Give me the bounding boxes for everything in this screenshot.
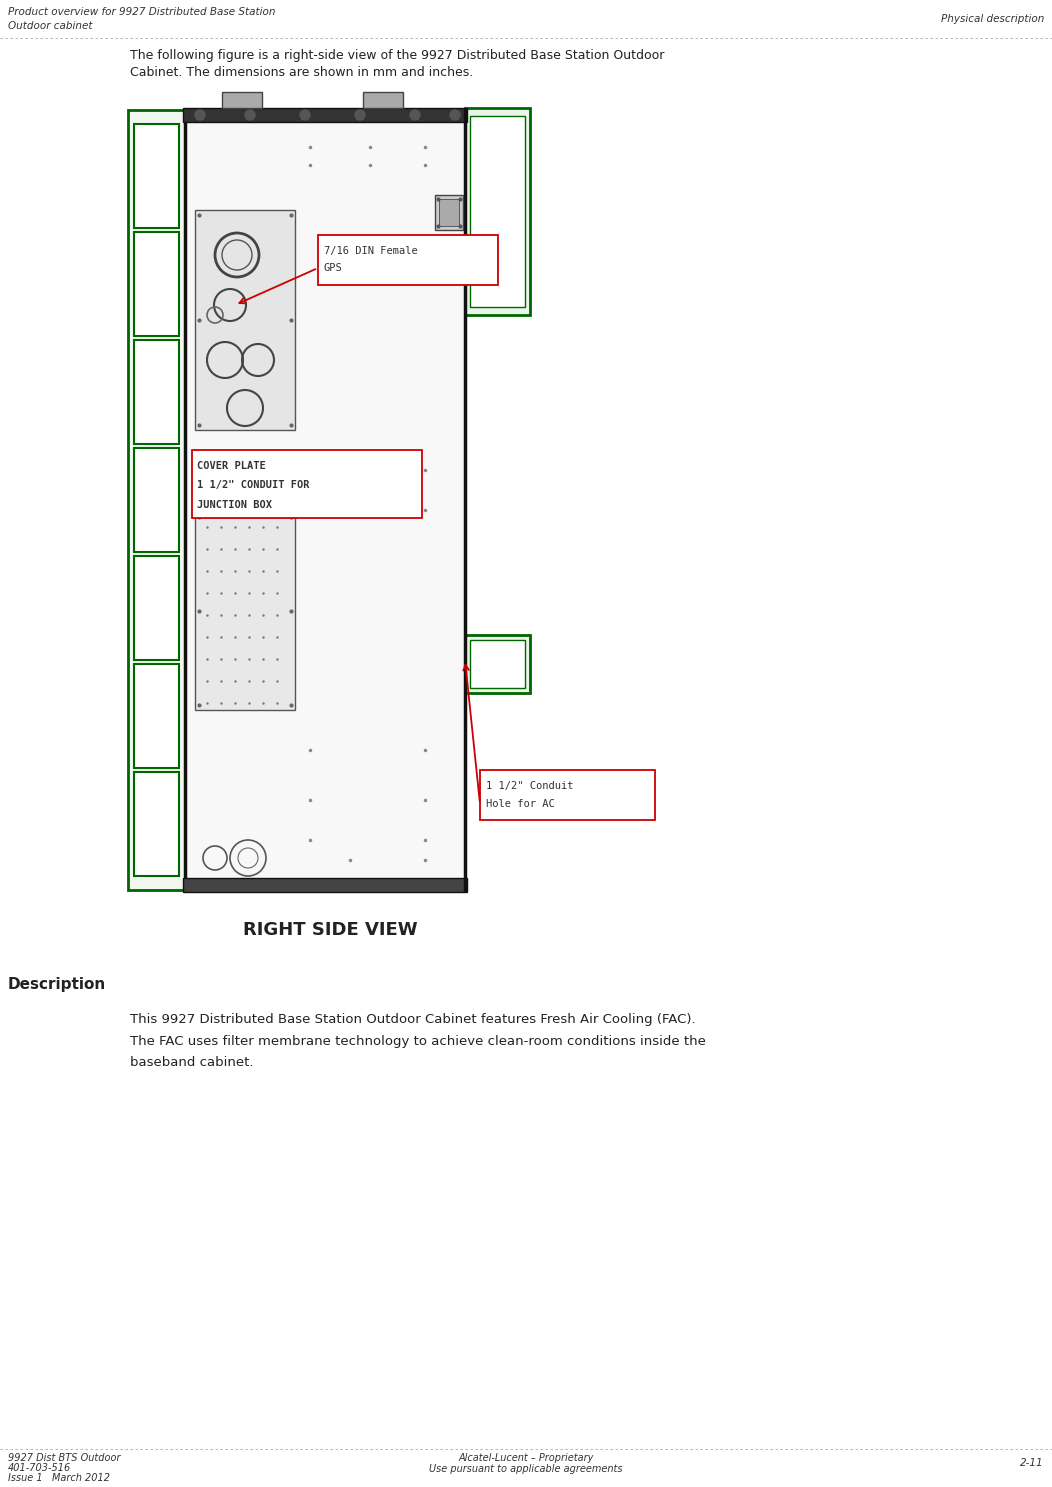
Bar [128, 110, 185, 891]
Bar [134, 665, 179, 767]
Bar [470, 116, 525, 306]
Circle shape [300, 110, 310, 120]
Bar [465, 635, 530, 693]
Text: JUNCTION BOX: JUNCTION BOX [197, 500, 272, 510]
Text: This 9927 Distributed Base Station Outdoor Cabinet features Fresh Air Cooling (F: This 9927 Distributed Base Station Outdo… [130, 1014, 695, 1026]
Text: Hole for AC: Hole for AC [486, 799, 554, 809]
Bar [434, 195, 463, 230]
Bar [470, 639, 525, 688]
Text: 1 1/2" CONDUIT FOR: 1 1/2" CONDUIT FOR [197, 480, 309, 491]
Bar [195, 512, 295, 709]
Bar [439, 199, 459, 226]
Bar [134, 341, 179, 445]
Bar [134, 772, 179, 876]
Text: Outdoor cabinet: Outdoor cabinet [8, 21, 93, 31]
Text: Product overview for 9927 Distributed Base Station: Product overview for 9927 Distributed Ba… [8, 7, 276, 16]
Text: 2-11: 2-11 [1020, 1457, 1044, 1468]
Circle shape [410, 110, 420, 120]
Bar [183, 109, 467, 122]
Text: The following figure is a right-side view of the 9927 Distributed Base Station O: The following figure is a right-side vie… [130, 49, 665, 61]
Bar [134, 448, 179, 552]
Text: RIGHT SIDE VIEW: RIGHT SIDE VIEW [243, 920, 418, 938]
Bar [185, 110, 465, 891]
Circle shape [355, 110, 365, 120]
Text: 9927 Dist BTS Outdoor: 9927 Dist BTS Outdoor [8, 1453, 121, 1463]
Circle shape [195, 110, 205, 120]
Text: 401-703-516: 401-703-516 [8, 1463, 72, 1474]
Text: 7/16 DIN Female: 7/16 DIN Female [324, 245, 418, 256]
Bar [134, 123, 179, 228]
Text: Issue 1   March 2012: Issue 1 March 2012 [8, 1474, 110, 1483]
Bar [134, 556, 179, 660]
Text: Description: Description [8, 977, 106, 992]
Bar [193, 451, 422, 517]
Text: The FAC uses filter membrane technology to achieve clean-room conditions inside : The FAC uses filter membrane technology … [130, 1035, 706, 1047]
Text: baseband cabinet.: baseband cabinet. [130, 1056, 254, 1069]
Bar [318, 235, 498, 286]
Bar [183, 877, 467, 892]
Bar [465, 109, 530, 315]
Circle shape [450, 110, 460, 120]
Bar [480, 770, 655, 819]
Bar [134, 232, 179, 336]
Bar [363, 92, 403, 109]
Bar [195, 210, 295, 430]
Text: Physical description: Physical description [940, 13, 1044, 24]
Text: COVER PLATE: COVER PLATE [197, 461, 266, 471]
Text: 1 1/2" Conduit: 1 1/2" Conduit [486, 781, 573, 791]
Circle shape [245, 110, 255, 120]
Text: Alcatel-Lucent – Proprietary: Alcatel-Lucent – Proprietary [459, 1453, 593, 1463]
Bar [222, 92, 262, 109]
Text: Cabinet. The dimensions are shown in mm and inches.: Cabinet. The dimensions are shown in mm … [130, 65, 473, 79]
Text: GPS: GPS [324, 263, 343, 274]
Text: Use pursuant to applicable agreements: Use pursuant to applicable agreements [429, 1465, 623, 1474]
